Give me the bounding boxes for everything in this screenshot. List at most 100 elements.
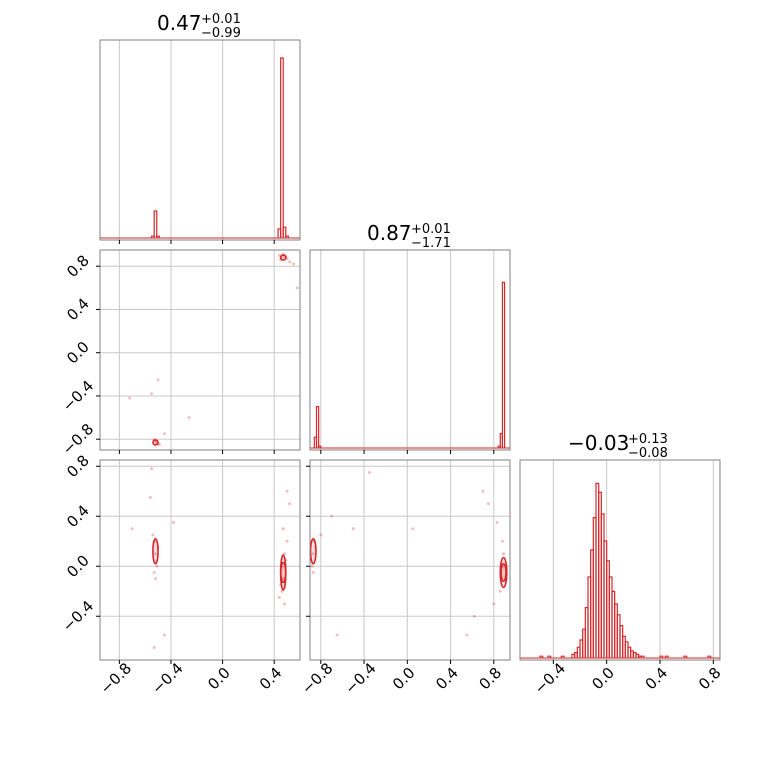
- y-tick-label: 0.8: [63, 251, 93, 281]
- histogram-bin: [539, 655, 544, 658]
- histogram-bin: [683, 655, 688, 658]
- panel-frame: [519, 459, 721, 661]
- density-contour: [279, 561, 287, 584]
- scatter-point: [500, 539, 504, 543]
- scatter-point: [492, 602, 496, 606]
- scatter-point: [285, 489, 289, 493]
- title-2-plus: +0.01: [411, 222, 451, 237]
- scatter-point: [411, 527, 415, 531]
- scatter-point: [163, 432, 167, 436]
- scatter-point: [292, 262, 296, 266]
- density-contour: [309, 537, 317, 565]
- scatter-point: [277, 596, 281, 599]
- histogram-bin: [282, 226, 287, 238]
- histogram-bin: [664, 655, 669, 658]
- scatter-point: [465, 633, 469, 637]
- scatter-point: [153, 577, 157, 581]
- scatter-point: [128, 396, 132, 400]
- scatter-point: [152, 571, 156, 574]
- scatter-point: [150, 467, 154, 471]
- scatter-point: [498, 589, 502, 593]
- x-tick-label: −0.4: [148, 659, 186, 697]
- scatter-point: [148, 496, 152, 499]
- title-1-plus: +0.01: [201, 12, 241, 27]
- density-contour: [152, 439, 159, 446]
- scatter-point: [283, 602, 287, 606]
- title-2-minus: −1.71: [411, 236, 451, 251]
- scatter-point: [472, 614, 476, 618]
- scatter-point: [481, 489, 485, 493]
- x-tick-label: 0.4: [432, 664, 462, 694]
- histogram-bin: [285, 235, 289, 238]
- scatter-point: [281, 577, 285, 581]
- scatter-point: [311, 552, 315, 556]
- x-tick-label: 0.4: [642, 664, 672, 694]
- title-param-2: 0.87 +0.01 −1.71: [367, 221, 451, 251]
- y-tick-label: 0.0: [63, 338, 93, 368]
- scatter-point: [285, 539, 289, 543]
- scatter-point: [295, 286, 299, 290]
- histogram-bin: [156, 235, 160, 238]
- scatter-point: [187, 416, 191, 420]
- y-tick-label: 0.0: [63, 551, 93, 581]
- scatter-point: [288, 502, 292, 506]
- x-tick-label: 0.8: [695, 664, 725, 694]
- title-3-minus: −0.08: [628, 446, 668, 461]
- histogram-bin: [153, 210, 158, 238]
- x-tick-label: 0.0: [389, 664, 419, 694]
- scatter-point: [172, 521, 176, 524]
- scatter-point: [150, 392, 154, 396]
- x-tick-label: 0.0: [588, 664, 618, 694]
- density-contour: [152, 537, 159, 565]
- scatter-point: [156, 378, 160, 382]
- x-tick-label: −0.4: [341, 659, 379, 697]
- density-contour: [500, 562, 507, 583]
- histogram-bin: [707, 655, 712, 658]
- scatter-point: [155, 564, 159, 568]
- panel-frame: [99, 249, 301, 451]
- title-1-minus: −0.99: [201, 26, 241, 41]
- scatter-point: [319, 533, 323, 537]
- title-2-value: 0.87: [367, 221, 412, 245]
- panel-frame: [309, 459, 511, 661]
- scatter-point: [367, 471, 371, 474]
- x-tick-label: −0.8: [298, 659, 336, 697]
- panel-frame: [99, 39, 301, 241]
- scatter-point: [152, 646, 156, 649]
- y-tick-label: −0.4: [59, 597, 97, 635]
- scatter-point: [310, 564, 314, 568]
- scatter-point: [335, 633, 339, 637]
- title-3-plus: +0.13: [628, 432, 668, 447]
- scatter-point: [495, 521, 499, 524]
- scatter-point: [151, 533, 155, 537]
- panel-frame: [99, 459, 301, 661]
- title-3-value: −0.03: [568, 431, 629, 455]
- histogram-bin: [547, 655, 552, 658]
- x-tick-label: 0.4: [256, 664, 286, 694]
- x-tick-label: 0.0: [204, 664, 234, 694]
- histogram-bin: [318, 445, 322, 448]
- scatter-point: [502, 552, 506, 556]
- scatter-point: [288, 260, 292, 264]
- scatter-point: [311, 571, 315, 574]
- y-tick-label: 0.4: [63, 295, 93, 325]
- histogram-bin: [501, 281, 506, 448]
- histogram-bin: [659, 655, 664, 658]
- scatter-point: [486, 502, 490, 506]
- title-1-value: 0.47: [157, 11, 202, 35]
- scatter-point: [153, 552, 157, 556]
- panel-frame: [309, 249, 511, 451]
- histogram-bin: [315, 406, 320, 448]
- histogram-bin: [280, 57, 284, 238]
- title-param-3: −0.03 +0.13 −0.08: [568, 431, 668, 461]
- x-tick-label: 0.8: [475, 664, 505, 694]
- scatter-point: [281, 527, 285, 531]
- histogram-bin: [640, 655, 645, 658]
- y-tick-label: 0.4: [63, 501, 93, 531]
- x-tick-label: −0.4: [531, 659, 569, 697]
- scatter-point: [330, 514, 334, 518]
- y-tick-label: −0.4: [59, 377, 97, 415]
- scatter-point: [130, 527, 134, 531]
- scatter-point: [351, 527, 355, 531]
